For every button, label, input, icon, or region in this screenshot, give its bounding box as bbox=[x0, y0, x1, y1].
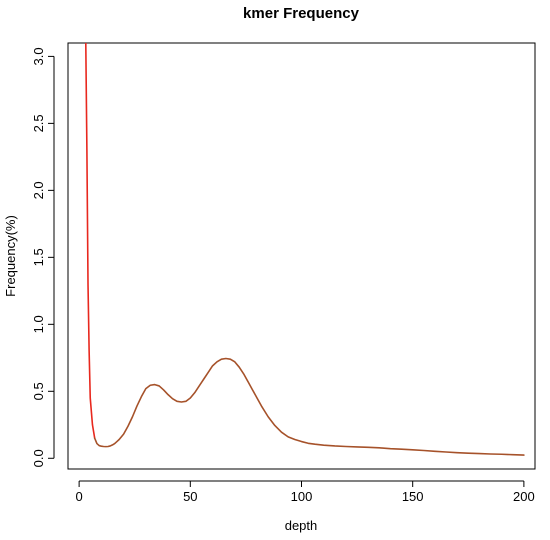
chart-title: kmer Frequency bbox=[243, 5, 360, 22]
y-tick-label: 2.0 bbox=[31, 181, 46, 199]
y-tick-label: 2.5 bbox=[31, 114, 46, 132]
y-tick-label: 0.0 bbox=[31, 449, 46, 467]
x-tick-label: 0 bbox=[76, 489, 83, 504]
x-tick-label: 50 bbox=[183, 489, 197, 504]
x-tick-label: 200 bbox=[513, 489, 535, 504]
y-tick-label: 1.5 bbox=[31, 248, 46, 266]
series-line-1 bbox=[93, 357, 525, 456]
x-tick-label: 100 bbox=[291, 489, 313, 504]
y-tick-label: 3.0 bbox=[31, 47, 46, 65]
x-axis: 0 50 100 150 200 bbox=[76, 480, 535, 504]
y-axis-label: Frequency(%) bbox=[3, 215, 18, 297]
y-axis: 0.0 0.5 1.0 1.5 2.0 2.5 3.0 bbox=[31, 47, 55, 467]
y-tick-label: 1.0 bbox=[31, 315, 46, 333]
plot-frame bbox=[67, 42, 536, 470]
x-axis-label: depth bbox=[285, 518, 318, 533]
series-line-0 bbox=[84, 43, 96, 439]
series-layer bbox=[84, 43, 525, 456]
y-tick-label: 0.5 bbox=[31, 382, 46, 400]
x-tick-label: 150 bbox=[402, 489, 424, 504]
